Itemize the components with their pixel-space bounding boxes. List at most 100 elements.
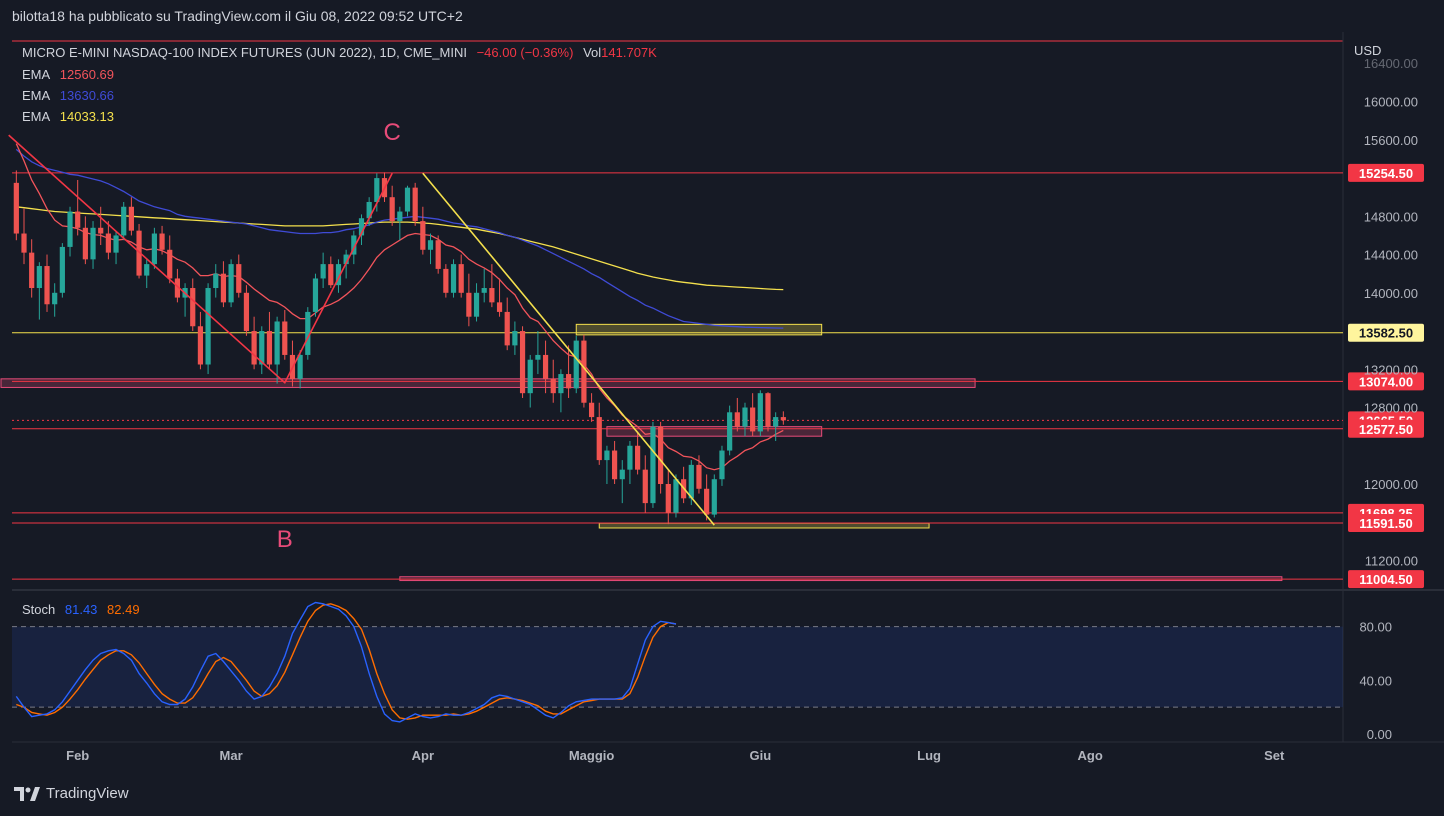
candle[interactable]	[627, 440, 633, 484]
candle[interactable]	[151, 227, 157, 269]
candle[interactable]	[205, 283, 211, 375]
candle[interactable]	[481, 268, 487, 303]
zone-rect[interactable]	[0, 378, 976, 388]
candle[interactable]	[21, 208, 27, 265]
candle[interactable]	[458, 254, 464, 298]
candle[interactable]	[734, 397, 740, 432]
ema-legend-1[interactable]: EMA 12560.69	[22, 67, 120, 82]
trend-line[interactable]	[422, 172, 715, 526]
candle[interactable]	[750, 393, 756, 437]
candle[interactable]	[765, 392, 771, 432]
stoch-k-line[interactable]	[15, 601, 677, 723]
wave-label[interactable]: B	[277, 526, 293, 553]
candle[interactable]	[650, 421, 656, 508]
candle[interactable]	[389, 185, 395, 226]
zone-rect[interactable]	[606, 426, 823, 437]
candle[interactable]	[75, 179, 81, 236]
candle[interactable]	[443, 264, 449, 298]
candle[interactable]	[366, 197, 372, 226]
candle[interactable]	[236, 254, 242, 298]
candle[interactable]	[588, 393, 595, 422]
zone-rect[interactable]	[399, 576, 1283, 582]
candle[interactable]	[213, 264, 219, 298]
candle[interactable]	[13, 170, 19, 241]
candle[interactable]	[611, 440, 618, 484]
candle[interactable]	[128, 197, 134, 236]
candle[interactable]	[312, 273, 319, 317]
candle[interactable]	[473, 283, 480, 322]
candle[interactable]	[105, 221, 111, 260]
candle[interactable]	[573, 335, 579, 394]
ema-legend-3[interactable]: EMA 14033.13	[22, 109, 120, 124]
candle[interactable]	[144, 259, 150, 289]
candle[interactable]	[565, 345, 572, 398]
candle[interactable]	[297, 350, 303, 389]
stoch-d-line[interactable]	[16, 603, 677, 720]
candle[interactable]	[673, 474, 679, 518]
candle[interactable]	[757, 390, 763, 437]
candle[interactable]	[420, 206, 426, 255]
candle[interactable]	[44, 254, 50, 312]
candle[interactable]	[535, 331, 541, 375]
candle[interactable]	[328, 256, 334, 289]
candle[interactable]	[504, 297, 510, 351]
candle[interactable]	[635, 431, 641, 475]
candle[interactable]	[121, 201, 127, 241]
zone-rect[interactable]	[575, 323, 823, 336]
candle[interactable]	[466, 273, 472, 327]
candle[interactable]	[496, 278, 503, 317]
trend-line[interactable]	[8, 134, 393, 384]
candle[interactable]	[167, 235, 173, 284]
candle[interactable]	[711, 474, 717, 518]
candle[interactable]	[282, 310, 288, 360]
candle[interactable]	[197, 311, 204, 370]
candle[interactable]	[358, 214, 365, 245]
candle[interactable]	[259, 326, 265, 375]
candle[interactable]	[228, 259, 234, 308]
candle[interactable]	[604, 445, 610, 484]
candle[interactable]	[489, 264, 495, 308]
candle[interactable]	[450, 259, 457, 298]
candle[interactable]	[665, 469, 671, 525]
candle[interactable]	[98, 206, 104, 245]
candle[interactable]	[780, 411, 786, 425]
candle[interactable]	[550, 359, 556, 403]
candle[interactable]	[696, 455, 702, 494]
candle[interactable]	[742, 402, 748, 437]
candle[interactable]	[527, 354, 533, 408]
stoch-legend[interactable]: Stoch 81.43 82.49	[22, 602, 146, 617]
candle[interactable]	[251, 316, 257, 370]
zone-rect[interactable]	[598, 522, 930, 529]
candle[interactable]	[374, 173, 380, 212]
candle[interactable]	[412, 182, 418, 226]
candle[interactable]	[266, 311, 273, 370]
candle[interactable]	[243, 285, 250, 336]
candle[interactable]	[581, 334, 587, 408]
candle[interactable]	[512, 321, 518, 355]
candle[interactable]	[59, 243, 65, 298]
candle[interactable]	[619, 460, 625, 504]
candle[interactable]	[658, 421, 664, 494]
candle[interactable]	[404, 185, 411, 217]
candle[interactable]	[335, 259, 342, 293]
tradingview-logo[interactable]: TradingView	[14, 785, 129, 802]
candle[interactable]	[159, 225, 165, 255]
wave-label[interactable]: C	[383, 119, 400, 146]
candle[interactable]	[67, 206, 73, 257]
candle[interactable]	[52, 283, 58, 317]
candle[interactable]	[305, 307, 311, 360]
candle[interactable]	[773, 412, 779, 441]
candle[interactable]	[274, 316, 280, 384]
candle[interactable]	[113, 231, 119, 265]
candle[interactable]	[642, 455, 648, 513]
candle[interactable]	[82, 216, 88, 265]
candle[interactable]	[558, 369, 564, 413]
candle[interactable]	[542, 340, 549, 394]
candle[interactable]	[435, 235, 441, 274]
candle[interactable]	[719, 445, 725, 486]
candle[interactable]	[704, 474, 710, 521]
candle[interactable]	[519, 326, 526, 398]
candle[interactable]	[397, 206, 403, 241]
candle[interactable]	[427, 233, 434, 265]
